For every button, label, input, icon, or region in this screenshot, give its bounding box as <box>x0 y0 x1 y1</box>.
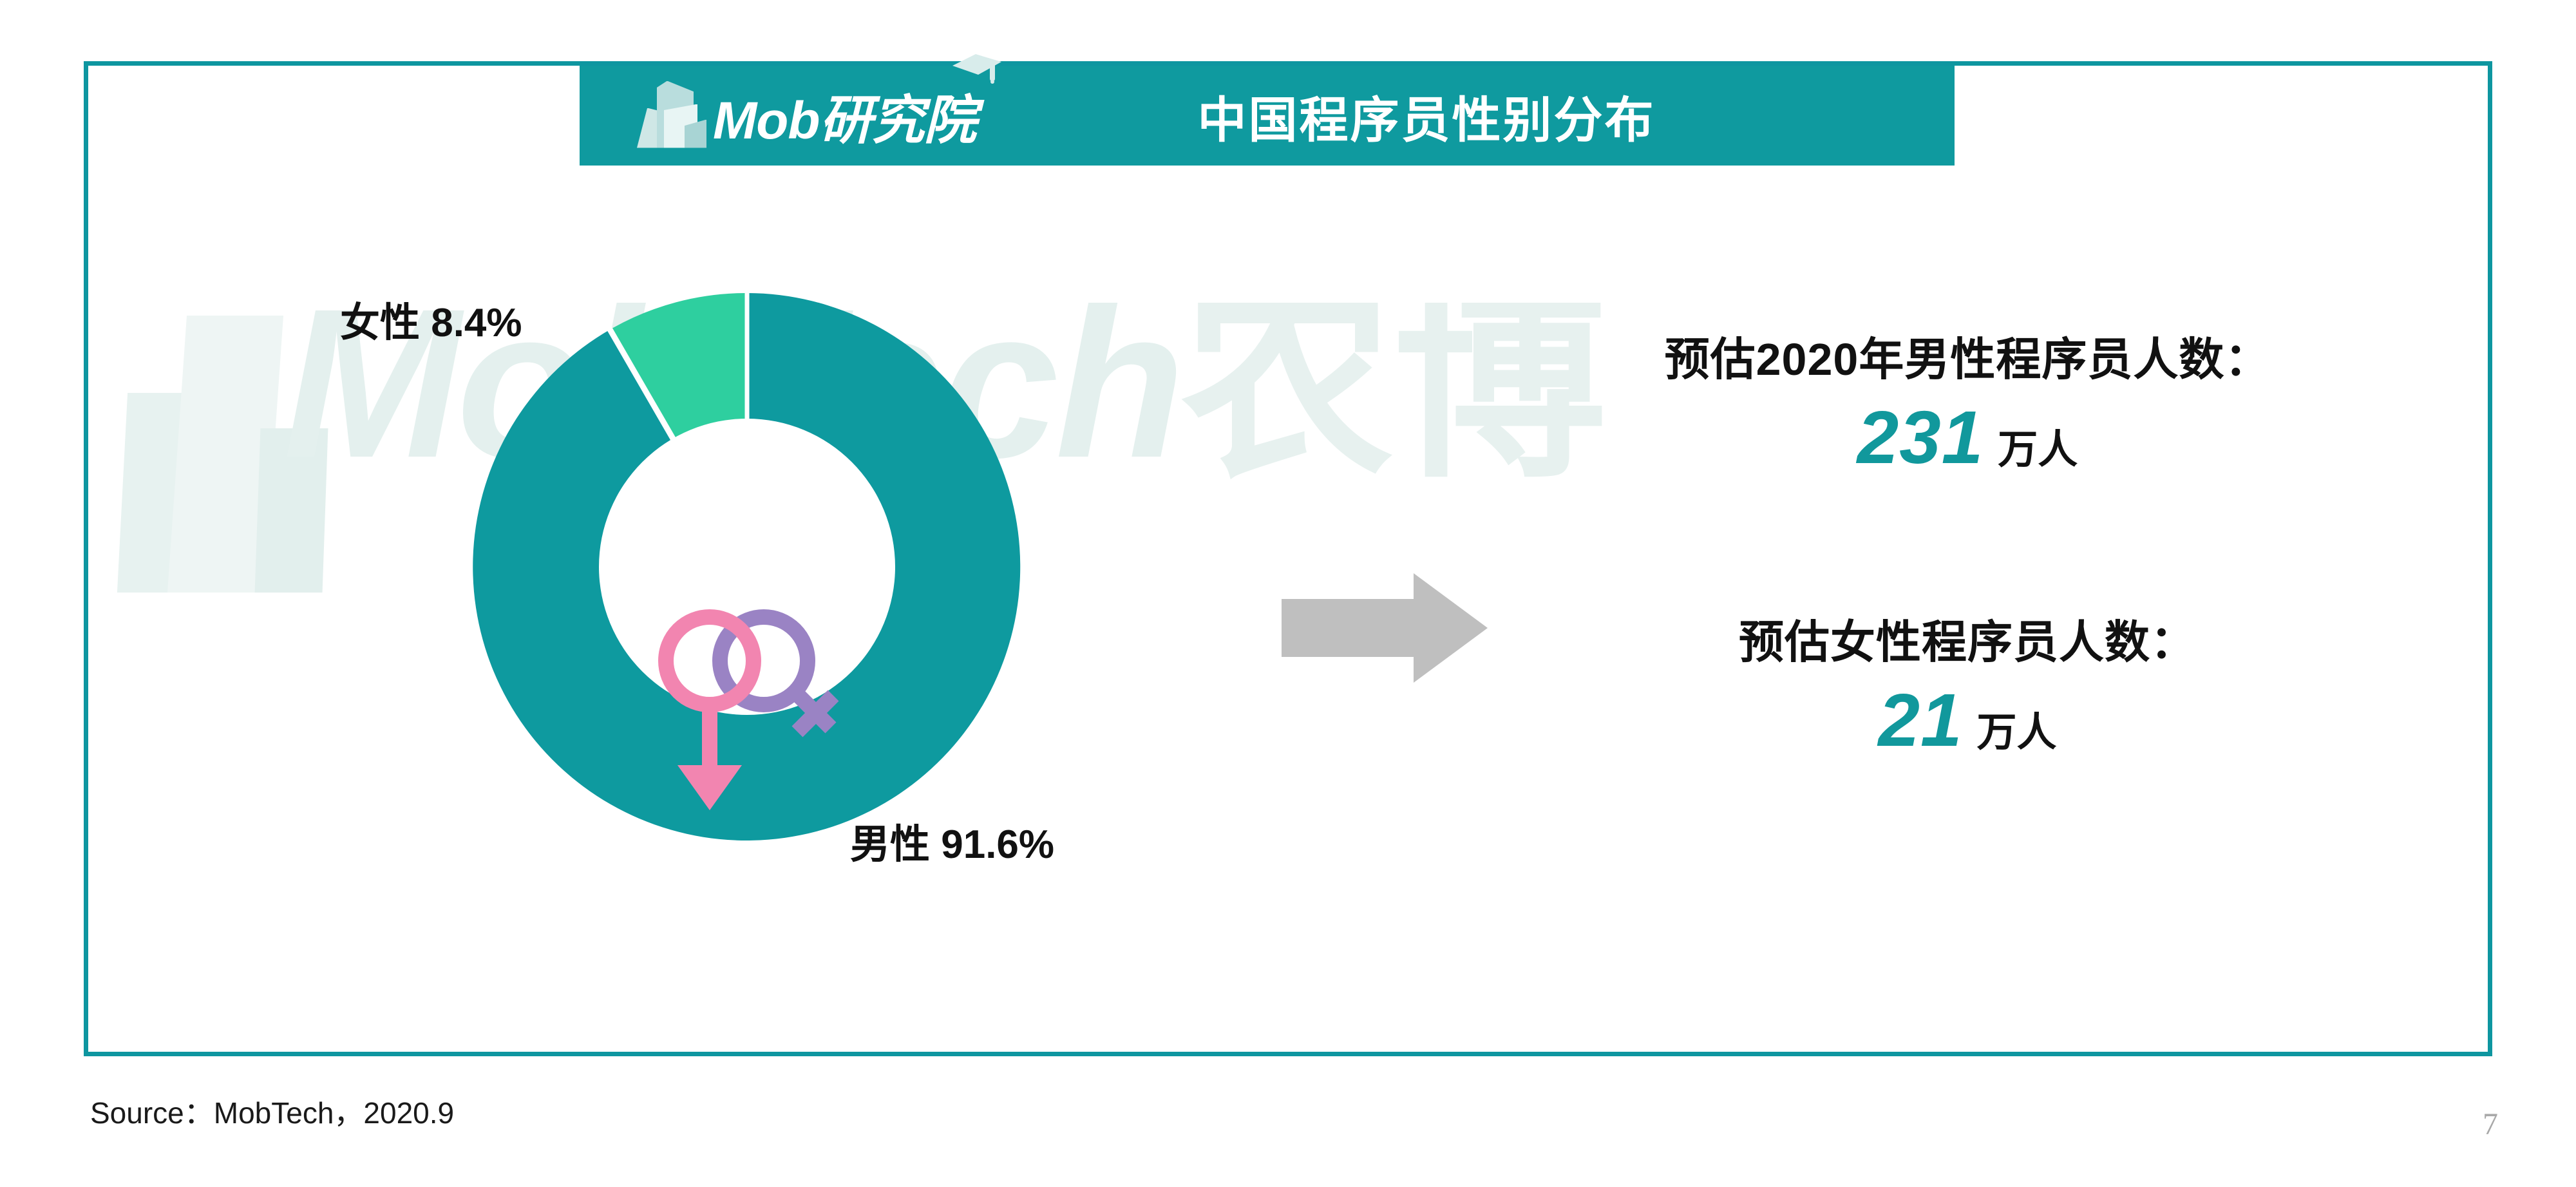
mob-research-logo: Mob研究院 <box>628 53 1001 155</box>
graduation-cap-icon <box>952 53 1001 84</box>
stat-male-unit: 万人 <box>1998 428 2078 472</box>
stat-female-value: 21 <box>1878 678 1963 762</box>
stat-female-unit: 万人 <box>1976 710 2057 755</box>
stat-male-value-row: 231 万人 <box>1501 400 2434 475</box>
male-female-symbols-icon <box>658 609 839 810</box>
label-female: 女性 8.4% <box>340 301 522 345</box>
page-number: 7 <box>2483 1107 2498 1141</box>
male-symbol-icon <box>658 609 761 810</box>
stat-female-caption: 预估女性程序员人数： <box>1739 617 2196 667</box>
stats-panel: 预估2020年男性程序员人数： 231 万人 预估女性程序员人数： 21 万人 <box>1501 335 2434 902</box>
building-icon <box>628 80 706 152</box>
gender-donut-chart: 女性 8.4% 男性 91.6% <box>340 258 1133 902</box>
right-arrow-icon <box>1282 573 1488 683</box>
stat-female: 预估女性程序员人数： 21 万人 <box>1501 617 2434 758</box>
stat-male-caption: 预估2020年男性程序员人数： <box>1664 334 2271 385</box>
logo-text: Mob研究院 <box>713 91 976 150</box>
source-note: Source：MobTech，2020.9 <box>90 1096 455 1130</box>
header-bar: Mob研究院 中国程序员性别分布 <box>580 53 1955 166</box>
female-symbol-icon <box>712 609 839 737</box>
stat-male: 预估2020年男性程序员人数： 231 万人 <box>1501 335 2434 475</box>
slide-frame <box>84 61 2492 1056</box>
page-title: 中国程序员性别分布 <box>1197 93 1656 148</box>
label-male: 男性 91.6% <box>850 822 1055 867</box>
stat-female-value-row: 21 万人 <box>1501 683 2434 757</box>
stat-male-value: 231 <box>1857 395 1984 479</box>
donut-svg <box>473 290 1021 840</box>
